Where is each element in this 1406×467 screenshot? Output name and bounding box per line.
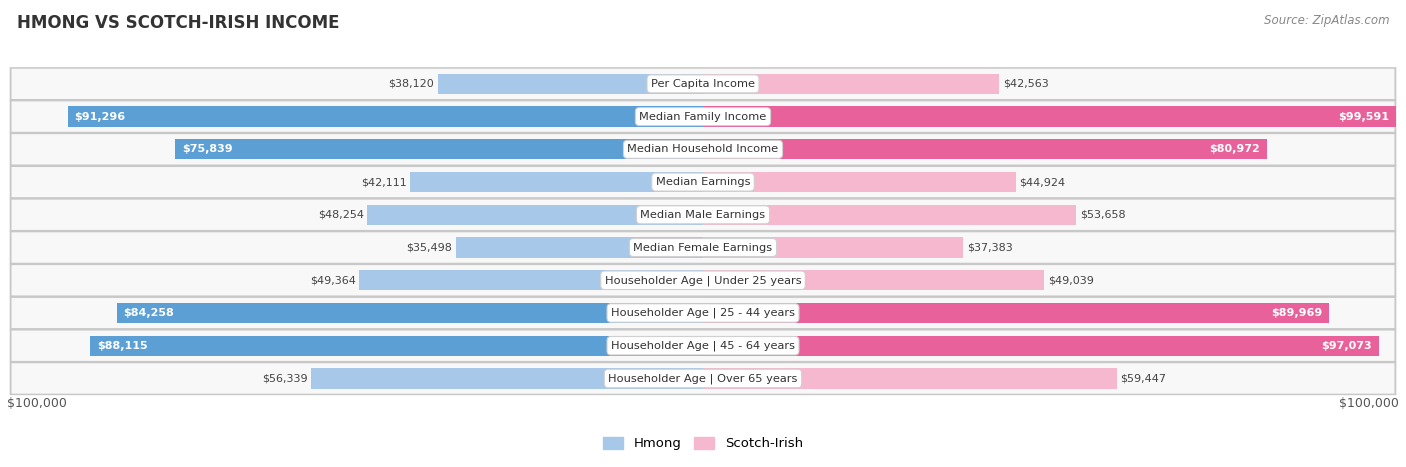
Bar [117,303,703,323]
Text: $91,296: $91,296 [75,112,125,121]
Text: $84,258: $84,258 [124,308,174,318]
Bar [67,106,703,127]
FancyBboxPatch shape [11,200,1395,230]
Bar [703,303,1329,323]
Text: $88,115: $88,115 [97,341,148,351]
Bar [176,139,703,159]
Text: Median Male Earnings: Median Male Earnings [641,210,765,220]
FancyBboxPatch shape [10,101,1396,133]
Text: $99,591: $99,591 [1339,112,1389,121]
FancyBboxPatch shape [10,362,1396,394]
Text: $37,383: $37,383 [967,242,1012,253]
Text: Householder Age | Under 25 years: Householder Age | Under 25 years [605,275,801,285]
FancyBboxPatch shape [10,232,1396,263]
Bar [360,270,703,290]
FancyBboxPatch shape [11,233,1395,262]
Text: $97,073: $97,073 [1322,341,1372,351]
FancyBboxPatch shape [11,69,1395,99]
FancyBboxPatch shape [11,101,1395,132]
Bar [703,270,1045,290]
FancyBboxPatch shape [11,167,1395,197]
Bar [411,172,703,192]
Bar [703,205,1077,225]
FancyBboxPatch shape [11,265,1395,295]
FancyBboxPatch shape [11,298,1395,328]
Text: Householder Age | Over 65 years: Householder Age | Over 65 years [609,373,797,384]
FancyBboxPatch shape [11,331,1395,361]
Text: $44,924: $44,924 [1019,177,1066,187]
FancyBboxPatch shape [10,199,1396,231]
Text: $80,972: $80,972 [1209,144,1260,154]
Text: $75,839: $75,839 [183,144,233,154]
Text: Source: ZipAtlas.com: Source: ZipAtlas.com [1264,14,1389,27]
Bar [703,336,1379,356]
Bar [456,237,703,258]
Text: Median Earnings: Median Earnings [655,177,751,187]
Bar [367,205,703,225]
Text: HMONG VS SCOTCH-IRISH INCOME: HMONG VS SCOTCH-IRISH INCOME [17,14,339,32]
FancyBboxPatch shape [10,264,1396,296]
FancyBboxPatch shape [10,166,1396,198]
Text: Median Household Income: Median Household Income [627,144,779,154]
FancyBboxPatch shape [10,297,1396,329]
Bar [437,74,703,94]
Bar [703,139,1267,159]
Bar [703,106,1396,127]
Text: $53,658: $53,658 [1080,210,1126,220]
FancyBboxPatch shape [11,363,1395,394]
Text: $100,000: $100,000 [7,397,67,410]
Text: $100,000: $100,000 [1339,397,1399,410]
Text: $89,969: $89,969 [1271,308,1322,318]
Text: Per Capita Income: Per Capita Income [651,79,755,89]
Text: $38,120: $38,120 [388,79,434,89]
Text: $48,254: $48,254 [318,210,364,220]
FancyBboxPatch shape [11,134,1395,164]
Text: $49,364: $49,364 [311,275,356,285]
Text: $56,339: $56,339 [262,374,308,383]
Text: $42,563: $42,563 [1002,79,1049,89]
Bar [703,172,1015,192]
Bar [90,336,703,356]
FancyBboxPatch shape [10,68,1396,100]
FancyBboxPatch shape [10,330,1396,361]
Bar [311,368,703,389]
Bar [703,74,1000,94]
FancyBboxPatch shape [10,134,1396,165]
Text: $42,111: $42,111 [361,177,406,187]
Text: Median Female Earnings: Median Female Earnings [634,242,772,253]
Text: Householder Age | 25 - 44 years: Householder Age | 25 - 44 years [612,308,794,318]
Text: $49,039: $49,039 [1047,275,1094,285]
Text: Householder Age | 45 - 64 years: Householder Age | 45 - 64 years [612,340,794,351]
Text: $35,498: $35,498 [406,242,453,253]
Text: $59,447: $59,447 [1121,374,1166,383]
Text: Median Family Income: Median Family Income [640,112,766,121]
Legend: Hmong, Scotch-Irish: Hmong, Scotch-Irish [598,432,808,456]
Bar [703,368,1116,389]
Bar [703,237,963,258]
